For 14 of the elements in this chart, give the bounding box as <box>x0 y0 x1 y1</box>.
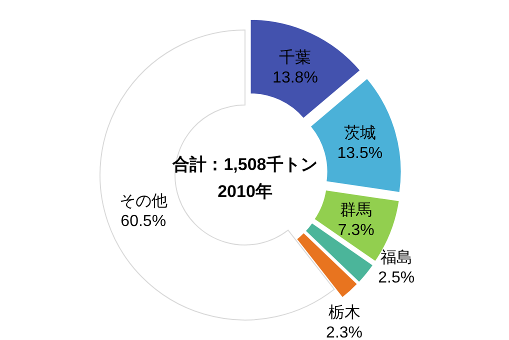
slice-label: 栃木 <box>328 303 360 322</box>
slice-label: 茨城 <box>344 124 376 142</box>
data-label: 13.5% <box>337 145 383 162</box>
data-label: 7.3% <box>338 222 374 239</box>
data-label: 13.8% <box>272 70 318 87</box>
slice-label: その他 <box>119 193 168 210</box>
data-label: 2.5% <box>378 270 415 287</box>
slice-label: 千葉 <box>279 48 312 67</box>
data-label: 2.3% <box>326 324 363 340</box>
text: 2010年 <box>218 182 272 201</box>
slice-label: 群馬 <box>340 202 372 219</box>
data-label: 60.5% <box>120 213 166 230</box>
text: 合計：1,508千トン <box>172 155 318 174</box>
slice-label: 福島 <box>380 248 412 267</box>
